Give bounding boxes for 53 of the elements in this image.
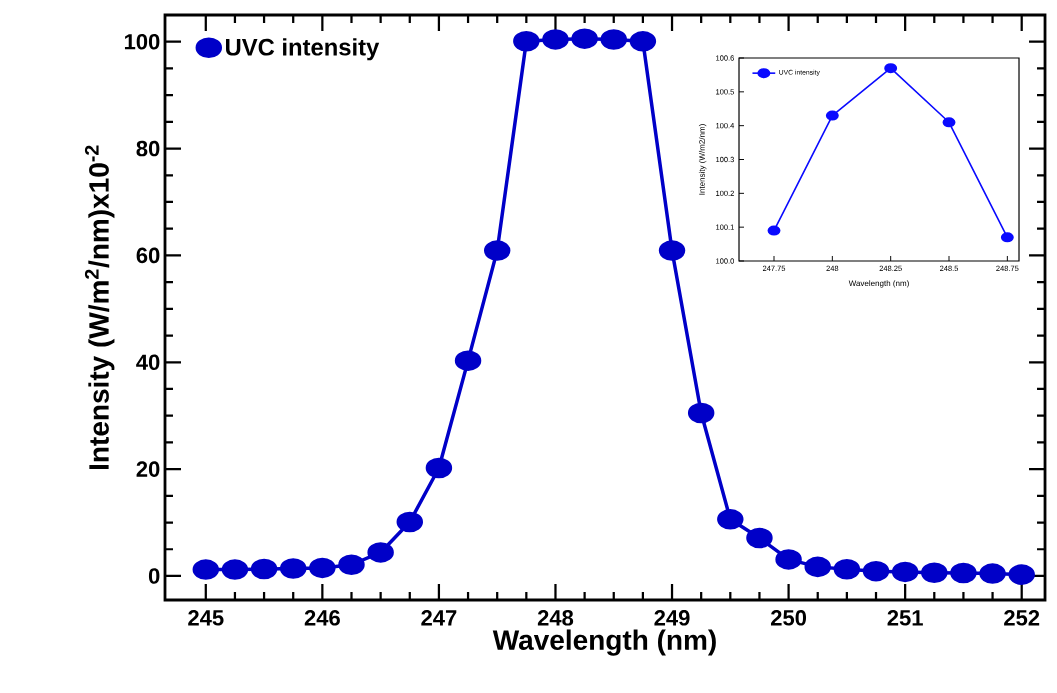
point bbox=[396, 511, 424, 533]
x-tick-label: 252 bbox=[1004, 610, 1040, 626]
point bbox=[221, 559, 249, 580]
point bbox=[746, 527, 773, 549]
point bbox=[825, 110, 839, 121]
point bbox=[804, 556, 831, 578]
point bbox=[687, 402, 715, 424]
point bbox=[717, 509, 744, 530]
y-axis-title: Intensity (W/m2/nm) bbox=[698, 124, 707, 195]
point bbox=[891, 561, 919, 583]
x-axis-title: Wavelength (nm) bbox=[492, 629, 716, 656]
point bbox=[513, 30, 540, 52]
y-tick-label: 80 bbox=[136, 140, 160, 157]
point bbox=[571, 28, 598, 49]
point bbox=[629, 31, 657, 52]
y-tick-label: 40 bbox=[136, 354, 160, 371]
point bbox=[367, 542, 394, 563]
x-tick-label: 247 bbox=[421, 610, 457, 626]
point bbox=[942, 117, 956, 128]
point bbox=[767, 225, 781, 236]
point bbox=[979, 563, 1006, 584]
point bbox=[425, 457, 453, 479]
point bbox=[542, 29, 569, 50]
y-axis-title: Intensity (W/m$^{2}$/nm)x10$^{-2}$ bbox=[84, 145, 115, 470]
point bbox=[921, 562, 948, 584]
point bbox=[309, 557, 336, 579]
point bbox=[338, 554, 365, 575]
point bbox=[1000, 232, 1014, 243]
x-tick-label: 249 bbox=[654, 610, 690, 626]
y-tick-label: 0 bbox=[148, 568, 160, 584]
point bbox=[775, 549, 802, 570]
y-tick-label: 100 bbox=[124, 33, 160, 50]
point bbox=[1008, 564, 1035, 585]
point bbox=[250, 558, 278, 580]
legend-label: UVC intensity bbox=[226, 38, 380, 61]
point bbox=[884, 63, 898, 74]
point bbox=[192, 559, 220, 580]
point bbox=[483, 240, 511, 261]
point bbox=[833, 559, 861, 580]
point bbox=[279, 558, 307, 579]
x-tick-label: 251 bbox=[887, 610, 923, 626]
x-tick-label: 245 bbox=[188, 610, 224, 626]
point bbox=[862, 560, 890, 582]
x-tick-label: 248 bbox=[537, 610, 574, 626]
y-tick-label: 60 bbox=[136, 247, 160, 264]
point bbox=[600, 29, 627, 50]
x-tick-label: 246 bbox=[304, 610, 340, 626]
point bbox=[454, 350, 482, 371]
point bbox=[950, 562, 977, 584]
x-axis-title: Wavelength (nm) bbox=[848, 280, 909, 288]
point bbox=[658, 240, 686, 261]
x-tick-label: 250 bbox=[770, 610, 807, 626]
y-tick-label: 20 bbox=[136, 461, 160, 477]
